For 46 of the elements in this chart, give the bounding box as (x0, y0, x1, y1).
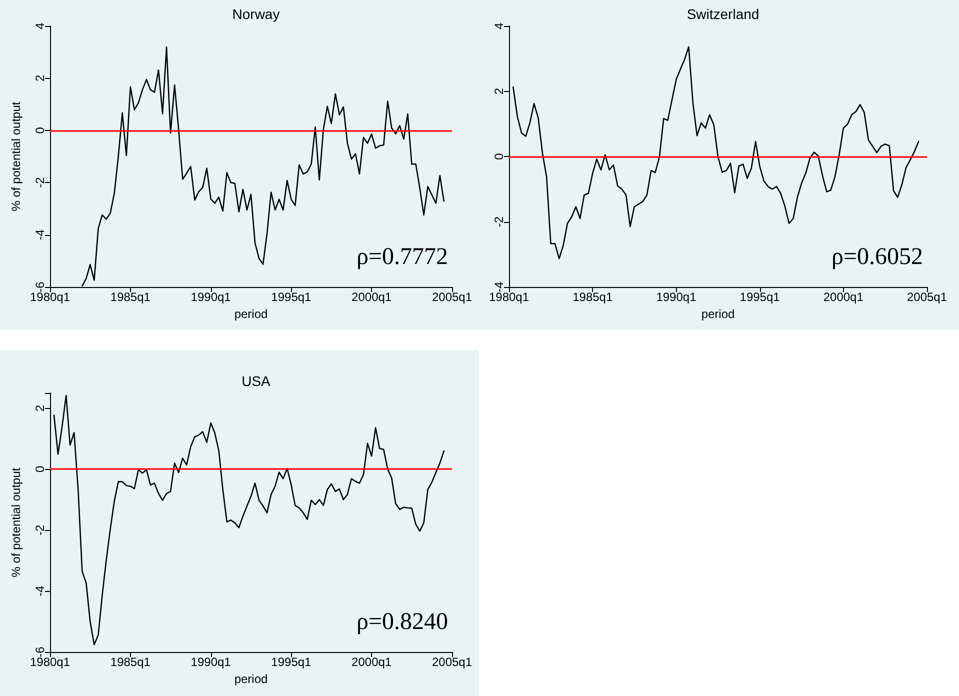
x-tick-label: 1980q1 (488, 290, 530, 304)
x-tick-label: 2005q1 (432, 290, 472, 304)
x-tick-label: 2005q1 (906, 290, 948, 304)
x-tick-label: 2005q1 (432, 655, 472, 669)
y-tick-label: -6 (33, 646, 47, 658)
y-axis-title: % of potential output (9, 101, 23, 212)
x-tick-label: 1985q1 (110, 290, 151, 304)
y-tick-label: 0 (33, 126, 47, 134)
y-tick-label: 2 (492, 88, 506, 95)
y-tick-label: -2 (33, 176, 47, 188)
y-tick-label: 2 (33, 404, 47, 412)
x-tick-label: 2000q1 (352, 655, 392, 669)
x-axis-title: period (234, 672, 268, 686)
x-tick-label: 1995q1 (271, 290, 312, 304)
x-tick-label: 2000q1 (352, 290, 392, 304)
y-tick-label: 4 (492, 22, 506, 30)
y-tick-label: 0 (492, 152, 506, 160)
y-tick-label: -4 (492, 281, 506, 292)
x-tick-label: 2000q1 (823, 290, 864, 304)
chart-title: USA (242, 373, 272, 389)
x-tick-label: 1990q1 (190, 290, 232, 304)
x-tick-label: 1990q1 (656, 290, 697, 304)
y-tick-label: 0 (33, 466, 47, 473)
y-tick-label: -4 (33, 229, 47, 240)
chart-title: Switzerland (686, 6, 760, 22)
y-tick-label: -4 (33, 585, 47, 596)
y-tick-label: 4 (33, 22, 47, 30)
y-axis-title: % of potential output (9, 467, 23, 578)
x-tick-label: 1995q1 (740, 290, 780, 304)
x-tick-label: 1980q1 (30, 655, 70, 669)
x-tick-label: 1985q1 (572, 290, 613, 304)
x-tick-label: 1980q1 (30, 290, 70, 304)
y-tick-label: -6 (33, 281, 47, 292)
chart-title: Norway (232, 6, 280, 22)
y-tick-label: 2 (33, 74, 47, 82)
x-tick-label: 1985q1 (110, 655, 151, 669)
x-axis-title: period (234, 306, 268, 321)
y-tick-label: -2 (492, 216, 506, 228)
annotation: ρ=0.6052 (831, 244, 924, 270)
line-series (53, 394, 445, 646)
annotation: ρ=0.7772 (356, 244, 448, 270)
x-axis-title: period (701, 306, 735, 321)
x-tick-label: 1995q1 (271, 655, 312, 669)
x-tick-label: 1990q1 (190, 655, 232, 669)
y-tick-label: -2 (33, 524, 47, 536)
annotation: ρ=0.8240 (356, 609, 448, 635)
